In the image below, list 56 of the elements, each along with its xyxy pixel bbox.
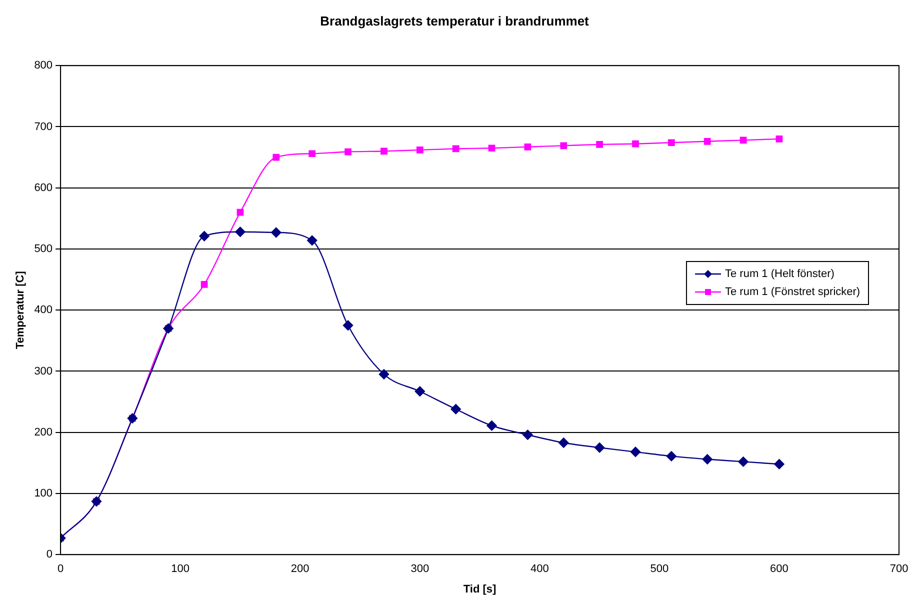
y-tick-label: 100 [34,488,53,500]
x-tick-label: 200 [290,563,310,576]
point [199,231,210,242]
y-tick-label: 600 [34,182,53,194]
point [450,404,461,414]
point [524,143,532,150]
x-tick-label: 100 [171,563,190,576]
point [416,146,424,154]
legend-label: Te rum 1 (Fönstret spricker) [725,286,860,298]
chart-title: Brandgaslagrets temperatur i brandrummet [320,13,590,28]
point [342,320,354,330]
x-tick-label: 400 [530,563,549,576]
point [236,208,244,216]
y-axis-title: Temperatur [C] [14,270,27,350]
point [558,438,569,448]
point [594,442,605,453]
x-axis-title: Tid [s] [463,583,497,596]
point [200,281,208,288]
legend-label: Te rum 1 (Helt fönster) [725,268,834,280]
y-tick-label: 400 [34,304,53,316]
point [630,446,641,458]
point [704,138,711,145]
point [560,142,568,150]
x-tick-label: 300 [410,563,430,576]
point [378,369,390,380]
y-tick-label: 200 [34,426,53,438]
x-tick-label: 700 [890,563,908,576]
y-tick-label: 300 [34,365,53,378]
x-tick-label: 600 [770,563,788,576]
point [522,430,533,440]
point [452,145,460,152]
point [414,386,425,396]
point [306,235,318,246]
point [740,136,747,144]
y-tick-label: 0 [46,548,53,561]
point [235,226,246,237]
point [738,456,748,467]
point [668,139,675,146]
x-tick-label: 0 [57,563,64,576]
point [666,451,677,462]
point [272,154,280,161]
point [486,420,497,431]
point [344,148,352,156]
point [308,150,316,158]
point [776,136,783,142]
point [380,148,388,155]
y-tick-label: 700 [34,120,53,133]
point [271,227,282,238]
point [488,144,496,152]
point [702,454,712,464]
y-tick-label: 800 [34,60,53,72]
x-tick-label: 500 [650,563,669,576]
point [632,140,639,148]
point [596,141,603,148]
y-tick-label: 500 [34,243,53,256]
point [774,459,784,470]
